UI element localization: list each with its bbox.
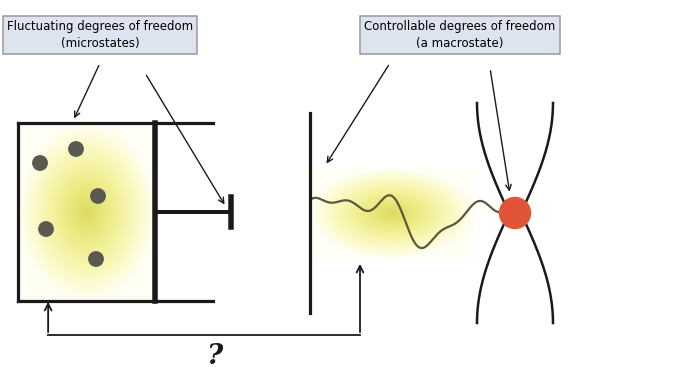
Circle shape bbox=[499, 197, 530, 229]
Text: Fluctuating degrees of freedom
(microstates): Fluctuating degrees of freedom (microsta… bbox=[7, 20, 193, 50]
Text: Controllable degrees of freedom
(a macrostate): Controllable degrees of freedom (a macro… bbox=[364, 20, 556, 50]
Circle shape bbox=[68, 142, 83, 156]
Circle shape bbox=[33, 156, 47, 170]
Circle shape bbox=[39, 222, 53, 236]
Text: ?: ? bbox=[206, 343, 222, 370]
Circle shape bbox=[91, 189, 105, 203]
Circle shape bbox=[89, 252, 103, 266]
